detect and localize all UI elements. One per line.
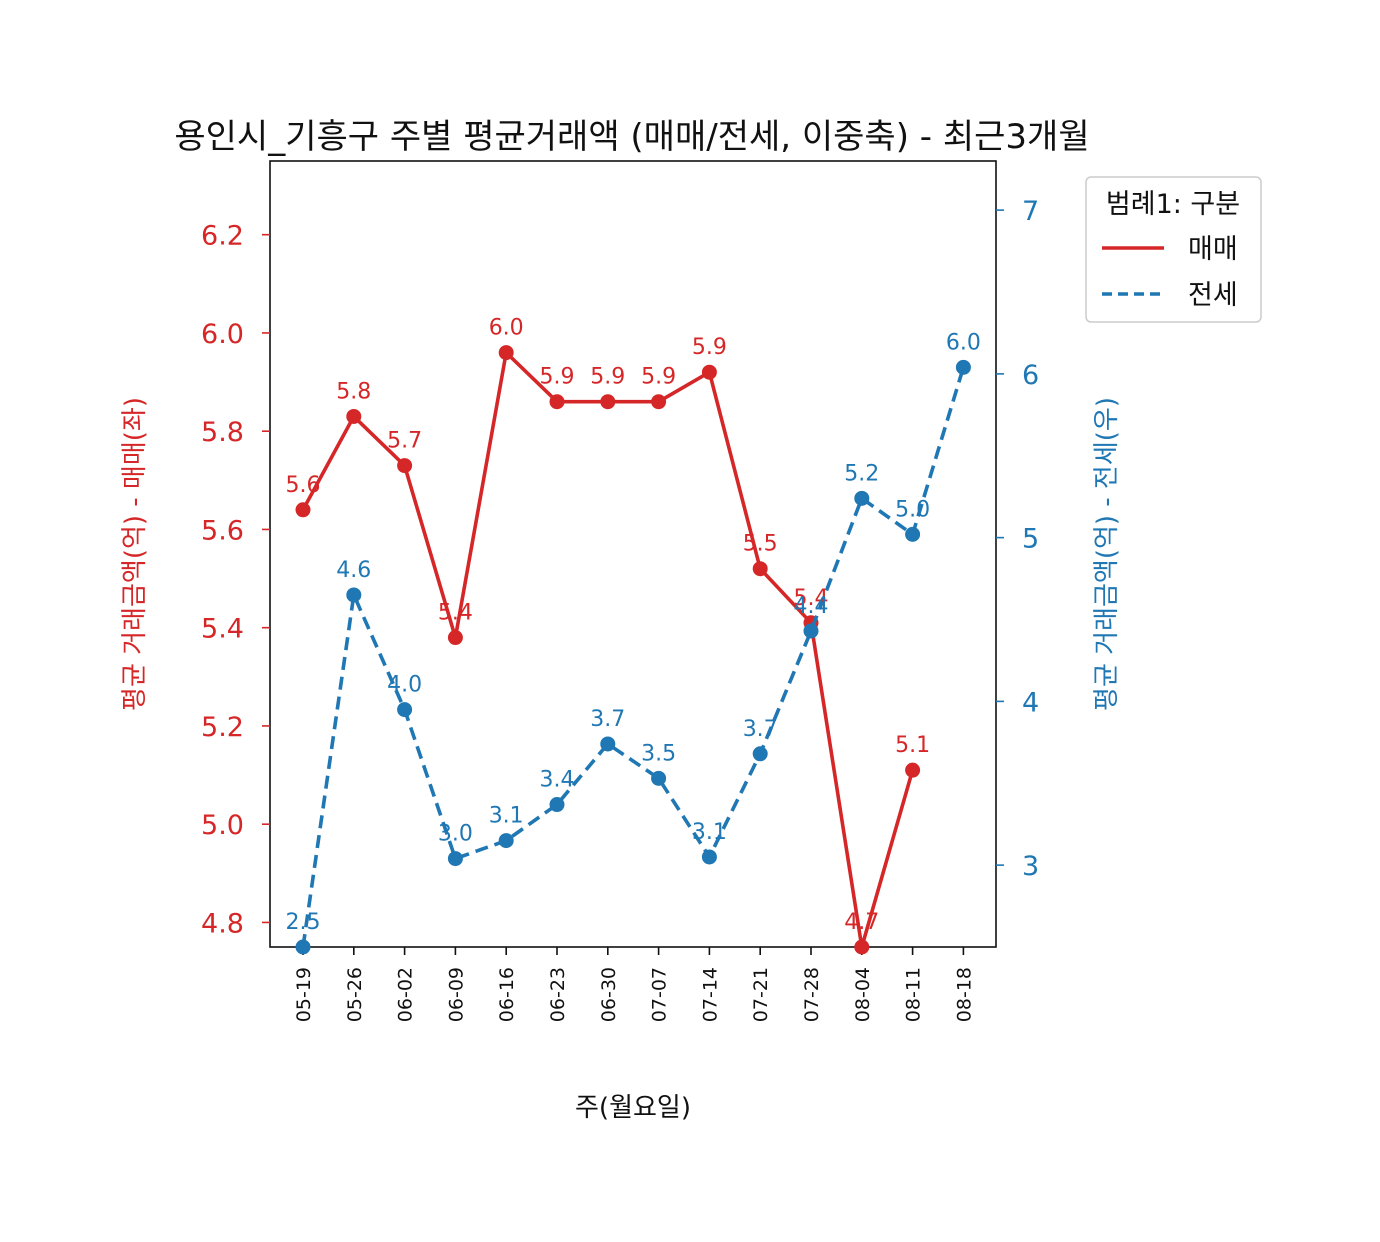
data-point-jeonse: [803, 623, 819, 639]
x-tick-label: 07-07: [649, 967, 671, 1022]
x-tick-label: 07-21: [750, 967, 772, 1022]
y-axis-left-label: 평균 거래금액(억) - 매매(좌): [120, 397, 150, 711]
y-left-tick-label: 5.0: [201, 810, 244, 841]
y-left-tick-label: 5.6: [201, 515, 244, 546]
x-tick-label: 05-26: [344, 967, 366, 1022]
data-point-jeonse: [600, 736, 616, 752]
x-tick-label: 05-19: [293, 967, 315, 1022]
data-label-sale: 5.4: [438, 601, 473, 626]
data-point-sale: [651, 394, 667, 410]
data-label-jeonse: 2.5: [286, 910, 321, 935]
y-axis-right-label: 평균 거래금액(억) - 전세(우): [1092, 397, 1122, 711]
data-label-jeonse: 3.1: [489, 804, 524, 829]
data-label-sale: 5.8: [336, 379, 371, 404]
data-label-sale: 5.9: [540, 365, 575, 390]
x-tick-label: 07-14: [699, 967, 721, 1022]
data-label-jeonse: 5.2: [844, 461, 879, 486]
data-label-jeonse: 4.6: [336, 558, 371, 583]
data-point-sale: [498, 345, 514, 361]
data-label-sale: 5.1: [895, 733, 930, 758]
y-left-tick-label: 6.0: [201, 319, 244, 350]
x-axis-label: 주(월요일): [575, 1093, 691, 1123]
y-right-tick-label: 3: [1022, 851, 1039, 882]
y-right-tick-label: 7: [1022, 196, 1039, 227]
legend-label-sale: 매매: [1188, 234, 1238, 265]
y-left-tick-label: 5.8: [201, 417, 244, 448]
legend-title: 범례1: 구분: [1106, 189, 1240, 220]
data-point-sale: [295, 502, 311, 518]
data-point-sale: [854, 939, 870, 955]
data-point-jeonse: [447, 851, 463, 867]
data-point-sale: [600, 394, 616, 410]
plot-area-frame: [269, 160, 997, 948]
x-tick-label: 08-11: [903, 967, 925, 1022]
y-left-tick-label: 5.2: [201, 712, 244, 743]
data-point-jeonse: [854, 490, 870, 506]
data-label-sale: 5.4: [794, 586, 829, 611]
data-labels-layer: 5.6 5.8 5.7 5.4 6.0 5.9 5.9 5.9 5.9 5.5 5.4 4.7 5.1 2…: [286, 316, 981, 935]
data-point-jeonse: [651, 770, 667, 786]
data-point-sale: [397, 458, 413, 474]
data-label-sale: 5.5: [743, 532, 778, 557]
data-label-jeonse: 5.0: [895, 497, 930, 522]
data-label-jeonse: 4.0: [387, 673, 422, 698]
x-tick-label: 08-04: [852, 967, 874, 1022]
data-label-jeonse: 3.5: [641, 741, 676, 766]
x-tick-label: 08-18: [953, 967, 975, 1022]
y-axis-left: 4.8 5.0 5.2 5.4 5.6 5.8 6.0 6.2: [201, 221, 270, 939]
y-axis-right: 3 4 5 6 7: [996, 196, 1039, 882]
x-tick-label: 06-09: [445, 967, 467, 1022]
data-point-jeonse: [905, 526, 921, 542]
data-point-jeonse: [295, 939, 311, 955]
data-point-sale: [346, 408, 362, 424]
data-label-jeonse: 3.1: [692, 820, 727, 845]
data-label-jeonse: 3.4: [540, 768, 575, 793]
data-label-jeonse: 3.0: [438, 822, 473, 847]
data-label-sale: 5.9: [641, 365, 676, 390]
data-label-jeonse: 4.4: [794, 594, 829, 619]
y-right-tick-label: 5: [1022, 524, 1039, 555]
data-label-sale: 5.9: [590, 365, 625, 390]
data-point-jeonse: [498, 833, 514, 849]
series-line-jeonse: [301, 366, 966, 948]
data-point-sale: [447, 630, 463, 646]
data-label-sale: 6.0: [489, 316, 524, 341]
data-point-jeonse: [701, 849, 717, 865]
y-right-tick-label: 4: [1022, 687, 1039, 718]
legend-label-jeonse: 전세: [1188, 280, 1238, 311]
series-layer: [295, 345, 971, 955]
x-tick-label: 06-30: [598, 967, 620, 1022]
data-point-sale: [549, 394, 565, 410]
data-label-sale: 5.7: [387, 429, 422, 454]
data-point-jeonse: [955, 359, 971, 375]
y-right-tick-label: 6: [1022, 360, 1039, 391]
x-tick-label: 06-23: [547, 967, 569, 1022]
x-axis: 05-19 05-26 06-02 06-09 06-16 06-23 06-30 07-07…: [293, 947, 975, 1022]
data-point-jeonse: [397, 702, 413, 718]
data-point-jeonse: [549, 797, 565, 813]
data-label-jeonse: 3.7: [743, 717, 778, 742]
x-tick-label: 06-16: [496, 967, 518, 1022]
x-tick-label: 07-28: [801, 967, 823, 1022]
data-point-sale: [905, 762, 921, 778]
data-label-sale: 5.6: [286, 473, 321, 498]
data-label-jeonse: 3.7: [590, 707, 625, 732]
data-point-sale: [701, 364, 717, 380]
y-left-tick-label: 6.2: [201, 221, 244, 252]
data-point-sale: [752, 561, 768, 577]
data-point-jeonse: [752, 746, 768, 762]
y-left-tick-label: 5.4: [201, 614, 244, 645]
data-label-sale: 5.9: [692, 335, 727, 360]
data-label-sale: 4.7: [844, 910, 879, 935]
data-label-jeonse: 6.0: [946, 330, 981, 355]
x-tick-label: 06-02: [395, 967, 417, 1022]
legend: 범례1: 구분 매매 전세: [1085, 176, 1262, 323]
data-point-jeonse: [346, 587, 362, 603]
legend-box: [1085, 176, 1262, 323]
chart-title: 용인시_기흥구 주별 평균거래액 (매매/전세, 이중축) - 최근3개월: [174, 117, 1089, 157]
y-left-tick-label: 4.8: [201, 908, 244, 939]
